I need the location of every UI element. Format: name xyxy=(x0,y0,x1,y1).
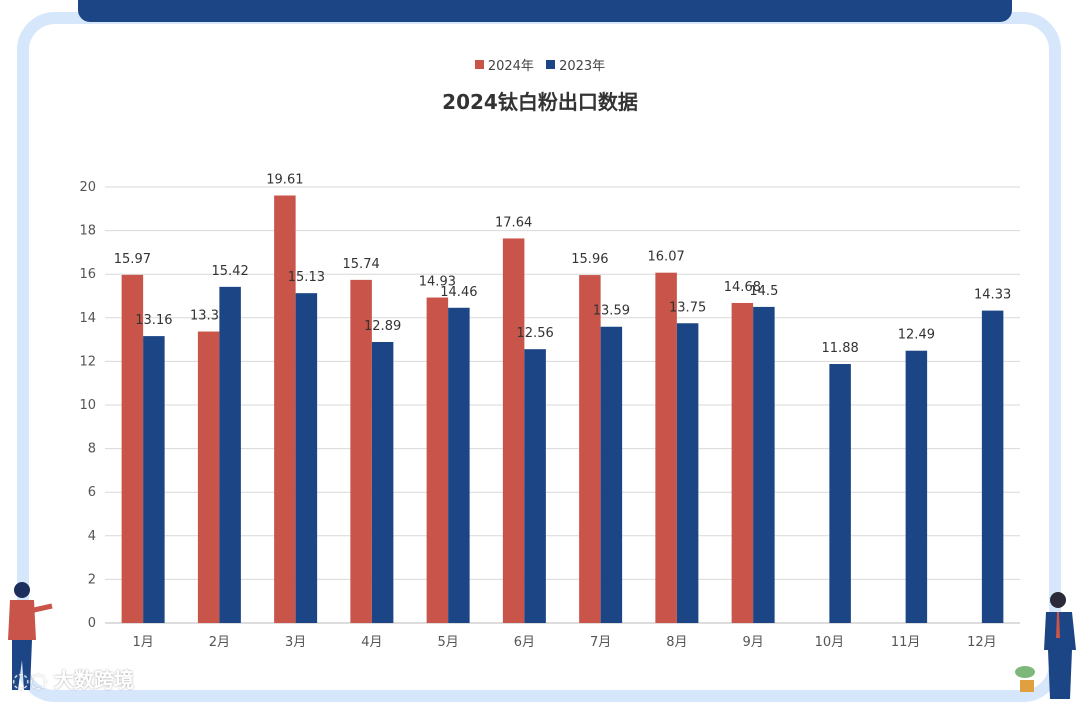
x-tick-label: 4月 xyxy=(361,635,382,650)
legend-swatch xyxy=(546,60,556,69)
x-tick-label: 3月 xyxy=(285,635,306,650)
data-label: 12.49 xyxy=(898,328,935,343)
x-tick-label: 12月 xyxy=(967,635,997,650)
data-label: 14.5 xyxy=(749,284,778,299)
bar-2023年 xyxy=(524,349,546,623)
y-tick-label: 14 xyxy=(79,311,96,326)
data-label: 14.68 xyxy=(724,280,761,295)
bar-2024年 xyxy=(655,272,677,623)
chart-legend: 2024年 2023年 xyxy=(0,55,1080,74)
bar-2023年 xyxy=(981,310,1004,623)
legend-label: 2024年 xyxy=(487,59,534,74)
chart-title: 2024钛白粉出口数据 xyxy=(442,90,638,114)
x-tick-label: 8月 xyxy=(666,635,687,650)
data-label: 13.75 xyxy=(669,300,706,315)
x-tick-label: 10月 xyxy=(815,635,845,650)
bar-2024年 xyxy=(579,275,601,623)
x-tick-label: 7月 xyxy=(590,635,611,650)
bar-2023年 xyxy=(829,364,851,623)
x-tick-label: 9月 xyxy=(742,635,763,650)
x-tick-label: 2月 xyxy=(209,635,230,650)
data-label: 17.64 xyxy=(495,215,532,230)
watermark-logo: ◌◌ 大数跨境 xyxy=(12,668,134,692)
bar-2023年 xyxy=(295,293,318,623)
x-tick-label: 6月 xyxy=(514,635,535,650)
bar-2023年 xyxy=(219,286,241,623)
bar-2023年 xyxy=(905,350,928,623)
y-tick-label: 4 xyxy=(88,529,96,544)
bar-2024年 xyxy=(502,238,525,623)
data-label: 16.07 xyxy=(648,250,685,265)
x-tick-label: 11月 xyxy=(891,635,921,650)
data-label: 12.56 xyxy=(517,326,554,341)
data-label: 14.33 xyxy=(974,288,1011,303)
data-label: 11.88 xyxy=(822,341,859,356)
data-label: 13.59 xyxy=(593,304,630,319)
bar-2023年 xyxy=(143,336,165,623)
y-tick-label: 10 xyxy=(79,398,96,413)
data-label: 13.16 xyxy=(135,313,172,328)
data-label: 12.89 xyxy=(364,319,401,334)
bar-2024年 xyxy=(121,274,144,623)
y-tick-label: 16 xyxy=(79,267,96,282)
bar-2023年 xyxy=(371,341,394,623)
data-label: 15.74 xyxy=(343,257,380,272)
data-label: 14.93 xyxy=(419,275,456,290)
x-tick-label: 1月 xyxy=(132,635,153,650)
legend-item-2024[interactable]: 2024年 xyxy=(474,55,534,74)
data-label: 19.61 xyxy=(266,173,303,188)
watermark-text: 大数跨境 xyxy=(53,668,134,692)
bar-2023年 xyxy=(753,306,775,623)
y-tick-label: 0 xyxy=(88,616,96,631)
y-tick-label: 8 xyxy=(88,442,96,457)
bar-2023年 xyxy=(600,326,623,623)
bar-2023年 xyxy=(448,307,470,623)
data-label: 15.13 xyxy=(288,270,325,285)
data-label: 15.96 xyxy=(571,252,608,267)
data-label: 15.42 xyxy=(212,264,249,279)
data-label: 15.97 xyxy=(114,252,151,267)
legend-item-2023[interactable]: 2023年 xyxy=(546,55,605,74)
bar-2024年 xyxy=(731,302,754,623)
y-tick-label: 12 xyxy=(79,354,96,369)
data-label: 13.37 xyxy=(190,309,227,324)
y-tick-label: 20 xyxy=(79,180,96,195)
top-banner xyxy=(78,0,1012,22)
y-tick-label: 18 xyxy=(79,224,96,239)
bar-2024年 xyxy=(350,279,372,623)
legend-swatch xyxy=(474,60,484,69)
bar-2024年 xyxy=(426,297,449,623)
x-tick-label: 5月 xyxy=(437,635,458,650)
bar-2024年 xyxy=(197,331,220,623)
legend-label: 2023年 xyxy=(559,59,606,74)
y-tick-label: 2 xyxy=(88,572,96,587)
bar-2023年 xyxy=(676,323,699,623)
bar-2024年 xyxy=(274,195,296,623)
data-label: 14.46 xyxy=(440,285,477,300)
y-tick-label: 6 xyxy=(88,485,96,500)
